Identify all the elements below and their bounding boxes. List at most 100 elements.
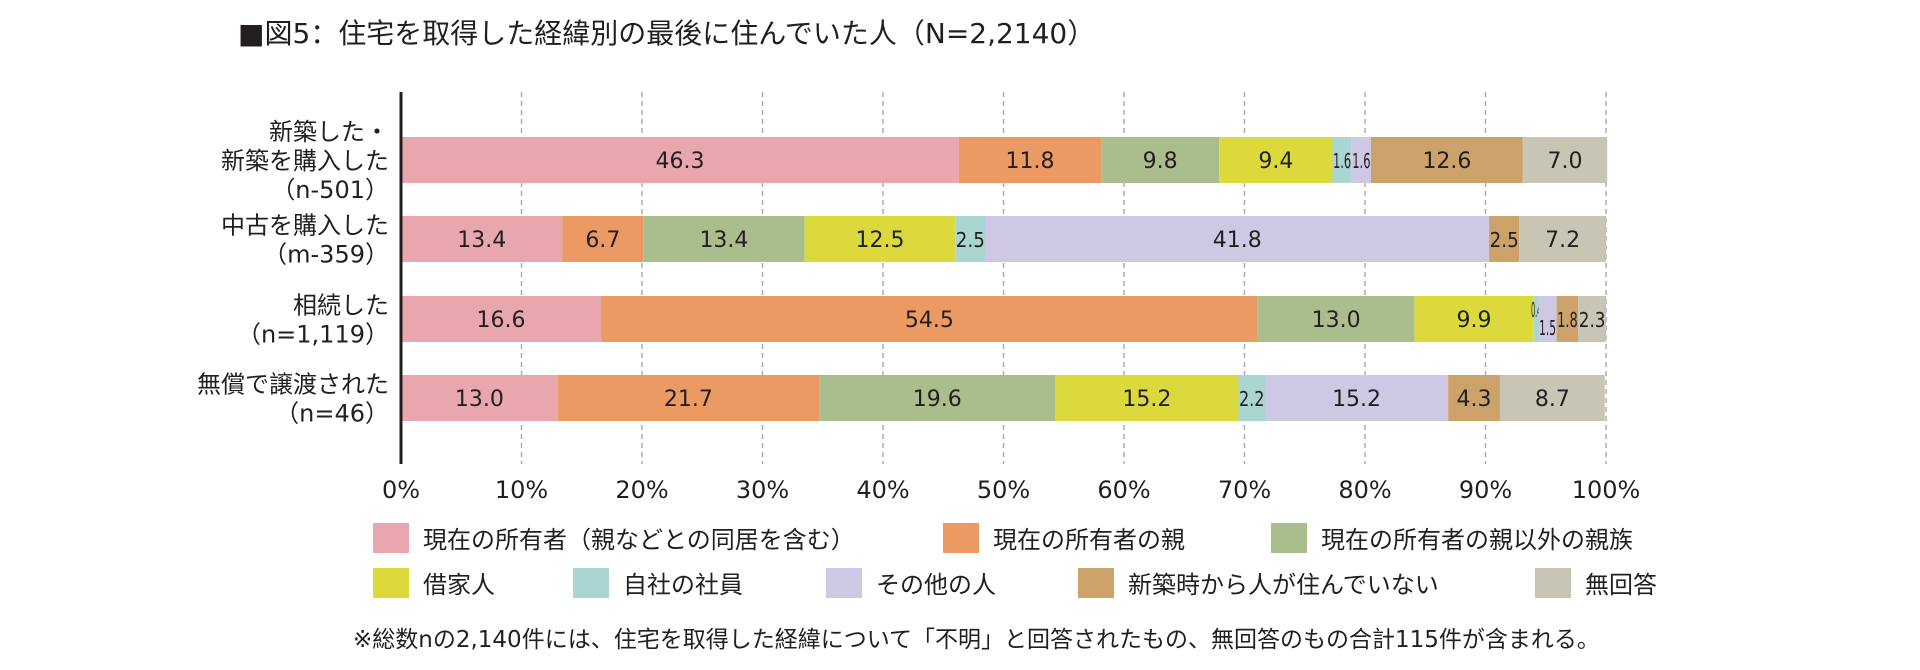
data-label: 1.6 bbox=[1352, 149, 1370, 173]
bars: 46.3 11.8 9.8 9.4 1.6 1.6 12.6 7.0 13.4 6.7 13.4 12… bbox=[401, 137, 1608, 421]
legend-swatch bbox=[826, 567, 862, 598]
data-label: 9.9 bbox=[1457, 308, 1492, 333]
bar-segment bbox=[1238, 375, 1265, 421]
legend-label: 無回答 bbox=[1585, 571, 1657, 599]
category-label: 無償で譲渡された bbox=[197, 371, 389, 399]
legend-swatch bbox=[1078, 567, 1114, 598]
bar-segment bbox=[819, 375, 1056, 421]
category-label: （m-359） bbox=[263, 241, 389, 269]
category-label: 新築を購入した bbox=[221, 147, 389, 175]
bar-segment bbox=[1533, 296, 1539, 342]
x-tick-label: 30% bbox=[736, 476, 789, 504]
data-label: 0.4 bbox=[1531, 298, 1541, 322]
data-label: 9.4 bbox=[1258, 149, 1293, 174]
legend-swatch bbox=[1271, 522, 1307, 553]
legend-swatch bbox=[1535, 567, 1571, 598]
bar-segment bbox=[1556, 296, 1579, 342]
legend-label: 新築時から人が住んでいない bbox=[1128, 571, 1439, 599]
legend-swatch bbox=[373, 567, 409, 598]
x-tick-label: 20% bbox=[615, 476, 668, 504]
bar-segment bbox=[1499, 375, 1605, 421]
bar-segment bbox=[401, 216, 563, 262]
legend-item: 無回答 bbox=[1535, 565, 1657, 600]
bar-segment bbox=[643, 216, 805, 262]
bar-segment bbox=[955, 216, 986, 262]
bar-segment bbox=[1414, 296, 1534, 342]
data-label: 13.0 bbox=[455, 387, 504, 412]
data-label: 1.8 bbox=[1557, 308, 1578, 332]
category-label: 中古を購入した bbox=[221, 212, 389, 240]
chart: 46.3 11.8 9.8 9.4 1.6 1.6 12.6 7.0 13.4 6.7 13.4 12… bbox=[197, 92, 1641, 504]
x-tick-label: 60% bbox=[1097, 476, 1150, 504]
category-label: （n=46） bbox=[275, 400, 389, 428]
data-label: 2.5 bbox=[1490, 228, 1519, 252]
x-tick-label: 10% bbox=[495, 476, 548, 504]
data-label: 13.4 bbox=[699, 228, 748, 253]
legend-item: その他の人 bbox=[826, 565, 996, 600]
legend-swatch bbox=[373, 522, 409, 553]
x-tick-label: 40% bbox=[856, 476, 909, 504]
legend-label: 借家人 bbox=[423, 571, 495, 599]
legend-item: 現在の所有者の親以外の親族 bbox=[1271, 520, 1633, 555]
bar-segment bbox=[401, 296, 602, 342]
data-label: 1.5 bbox=[1539, 316, 1556, 340]
bar-segment bbox=[1257, 296, 1415, 342]
data-label: 15.2 bbox=[1122, 387, 1171, 412]
chart-title: ■図5：住宅を取得した経緯別の最後に住んでいた人（N=2,2140） bbox=[238, 17, 1096, 50]
x-tick-label: 100% bbox=[1572, 476, 1641, 504]
bar-segment bbox=[1371, 137, 1523, 183]
data-label: 9.8 bbox=[1143, 149, 1178, 174]
x-tick-label: 90% bbox=[1459, 476, 1512, 504]
legend-swatch bbox=[573, 567, 609, 598]
bar-segment bbox=[1351, 137, 1372, 183]
legend-swatch bbox=[943, 522, 979, 553]
data-label: 4.3 bbox=[1457, 387, 1492, 412]
legend-label: 現在の所有者の親 bbox=[993, 526, 1185, 554]
data-label: 2.5 bbox=[956, 228, 985, 252]
footnote: ※総数nの2,140件には、住宅を取得した経緯について「不明」と回答されたもの、… bbox=[353, 627, 1600, 653]
bar-segment bbox=[1101, 137, 1220, 183]
bar-segment bbox=[804, 216, 956, 262]
data-label: 8.7 bbox=[1535, 387, 1570, 412]
bar-segment bbox=[1264, 375, 1449, 421]
data-label: 2.2 bbox=[1239, 387, 1265, 411]
legend-label: 現在の所有者の親以外の親族 bbox=[1321, 526, 1633, 554]
data-label: 13.0 bbox=[1312, 308, 1361, 333]
bar-segment bbox=[1578, 296, 1606, 342]
bar-segment bbox=[958, 137, 1102, 183]
bar-segment bbox=[1538, 296, 1557, 342]
bar-segment bbox=[401, 137, 959, 183]
legend-label: 自社の社員 bbox=[623, 571, 743, 599]
data-label: 21.7 bbox=[664, 387, 713, 412]
bar-segment bbox=[557, 375, 820, 421]
legend-item: 新築時から人が住んでいない bbox=[1078, 565, 1439, 600]
data-label: 11.8 bbox=[1006, 149, 1055, 174]
data-label: 6.7 bbox=[585, 228, 620, 253]
data-label: 12.5 bbox=[855, 228, 904, 253]
x-tick-label: 70% bbox=[1218, 476, 1271, 504]
data-label: 13.4 bbox=[457, 228, 506, 253]
data-label: 12.6 bbox=[1422, 149, 1471, 174]
data-label: 7.0 bbox=[1548, 149, 1583, 174]
x-tick-label: 50% bbox=[977, 476, 1030, 504]
legend-label: 現在の所有者（親などとの同居を含む） bbox=[423, 526, 855, 554]
category-label: 相続した bbox=[293, 292, 389, 320]
data-label: 16.6 bbox=[477, 308, 526, 333]
data-label: 41.8 bbox=[1213, 228, 1262, 253]
bar-segment bbox=[1519, 216, 1606, 262]
data-label: 46.3 bbox=[655, 149, 704, 174]
bar-segment bbox=[1489, 216, 1520, 262]
legend-item: 借家人 bbox=[373, 565, 495, 600]
legend-label: その他の人 bbox=[876, 571, 996, 599]
bar-segment bbox=[1219, 137, 1333, 183]
bar-segment bbox=[1448, 375, 1500, 421]
bar-segment bbox=[1522, 137, 1608, 183]
data-label: 54.5 bbox=[905, 308, 954, 333]
data-label: 2.3 bbox=[1579, 308, 1606, 332]
data-label: 19.6 bbox=[913, 387, 962, 412]
bar-segment bbox=[1055, 375, 1239, 421]
x-tick-label: 80% bbox=[1338, 476, 1391, 504]
x-tick-label: 0% bbox=[382, 476, 420, 504]
bar-segment bbox=[1332, 137, 1352, 183]
category-label: （n=1,119） bbox=[237, 321, 389, 349]
